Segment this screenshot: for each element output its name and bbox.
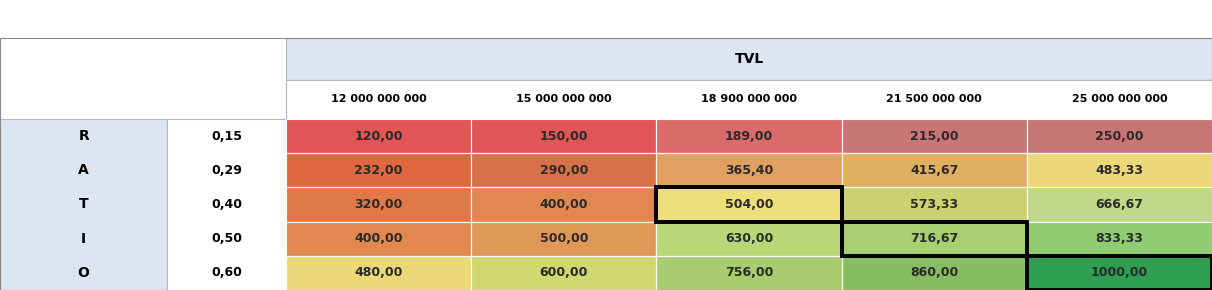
Text: 483,33: 483,33: [1096, 164, 1143, 177]
Text: 860,00: 860,00: [910, 267, 959, 279]
Text: 0,60: 0,60: [211, 267, 242, 279]
Text: 232,00: 232,00: [354, 164, 402, 177]
Text: 630,00: 630,00: [725, 232, 773, 245]
Text: TVL: TVL: [734, 52, 764, 66]
Text: 504,00: 504,00: [725, 198, 773, 211]
Bar: [0, 119, 167, 290]
Text: 400,00: 400,00: [539, 198, 588, 211]
Bar: [657, 119, 841, 153]
Text: 756,00: 756,00: [725, 267, 773, 279]
Text: 21 500 000 000: 21 500 000 000: [886, 94, 982, 104]
Text: 500,00: 500,00: [539, 232, 588, 245]
Text: 573,33: 573,33: [910, 198, 959, 211]
Bar: [657, 222, 841, 256]
Text: 120,00: 120,00: [354, 130, 402, 142]
Text: 15 000 000 000: 15 000 000 000: [516, 94, 612, 104]
Text: 600,00: 600,00: [539, 267, 588, 279]
Bar: [657, 153, 841, 187]
Bar: [471, 153, 657, 187]
Bar: [0, 38, 1212, 290]
Text: I: I: [81, 232, 86, 246]
Bar: [286, 80, 1212, 119]
Bar: [1027, 256, 1212, 290]
Text: O: O: [78, 266, 90, 280]
Bar: [657, 256, 841, 290]
Text: 480,00: 480,00: [354, 267, 402, 279]
Text: 25 000 000 000: 25 000 000 000: [1071, 94, 1167, 104]
Bar: [471, 119, 657, 153]
Bar: [286, 38, 1212, 80]
Text: 833,33: 833,33: [1096, 232, 1143, 245]
Bar: [167, 119, 286, 290]
Bar: [841, 153, 1027, 187]
Bar: [1027, 222, 1212, 256]
Text: 189,00: 189,00: [725, 130, 773, 142]
Text: A: A: [79, 163, 88, 177]
Bar: [471, 187, 657, 222]
Text: 290,00: 290,00: [539, 164, 588, 177]
Text: 12 000 000 000: 12 000 000 000: [331, 94, 427, 104]
Text: 0,40: 0,40: [211, 198, 242, 211]
Bar: [841, 119, 1027, 153]
Text: 400,00: 400,00: [354, 232, 402, 245]
Text: R: R: [79, 129, 88, 143]
Text: 320,00: 320,00: [354, 198, 402, 211]
Text: 365,40: 365,40: [725, 164, 773, 177]
Text: T: T: [79, 197, 88, 211]
Bar: [1027, 119, 1212, 153]
Text: 250,00: 250,00: [1096, 130, 1144, 142]
Bar: [1027, 187, 1212, 222]
Text: 0,50: 0,50: [211, 232, 242, 245]
Text: 716,67: 716,67: [910, 232, 959, 245]
Text: 1000,00: 1000,00: [1091, 267, 1148, 279]
Bar: [286, 153, 471, 187]
Text: 0,29: 0,29: [211, 164, 242, 177]
Text: 18 900 000 000: 18 900 000 000: [701, 94, 797, 104]
Text: 215,00: 215,00: [910, 130, 959, 142]
Bar: [286, 222, 471, 256]
Bar: [657, 187, 841, 222]
Text: 415,67: 415,67: [910, 164, 959, 177]
Text: 0,15: 0,15: [211, 130, 242, 142]
Bar: [286, 119, 471, 153]
Bar: [286, 256, 471, 290]
Bar: [286, 187, 471, 222]
Bar: [471, 222, 657, 256]
Bar: [1027, 153, 1212, 187]
Text: 666,67: 666,67: [1096, 198, 1143, 211]
Bar: [471, 256, 657, 290]
Bar: [841, 256, 1027, 290]
Bar: [841, 222, 1027, 256]
Text: 150,00: 150,00: [539, 130, 588, 142]
Bar: [841, 187, 1027, 222]
